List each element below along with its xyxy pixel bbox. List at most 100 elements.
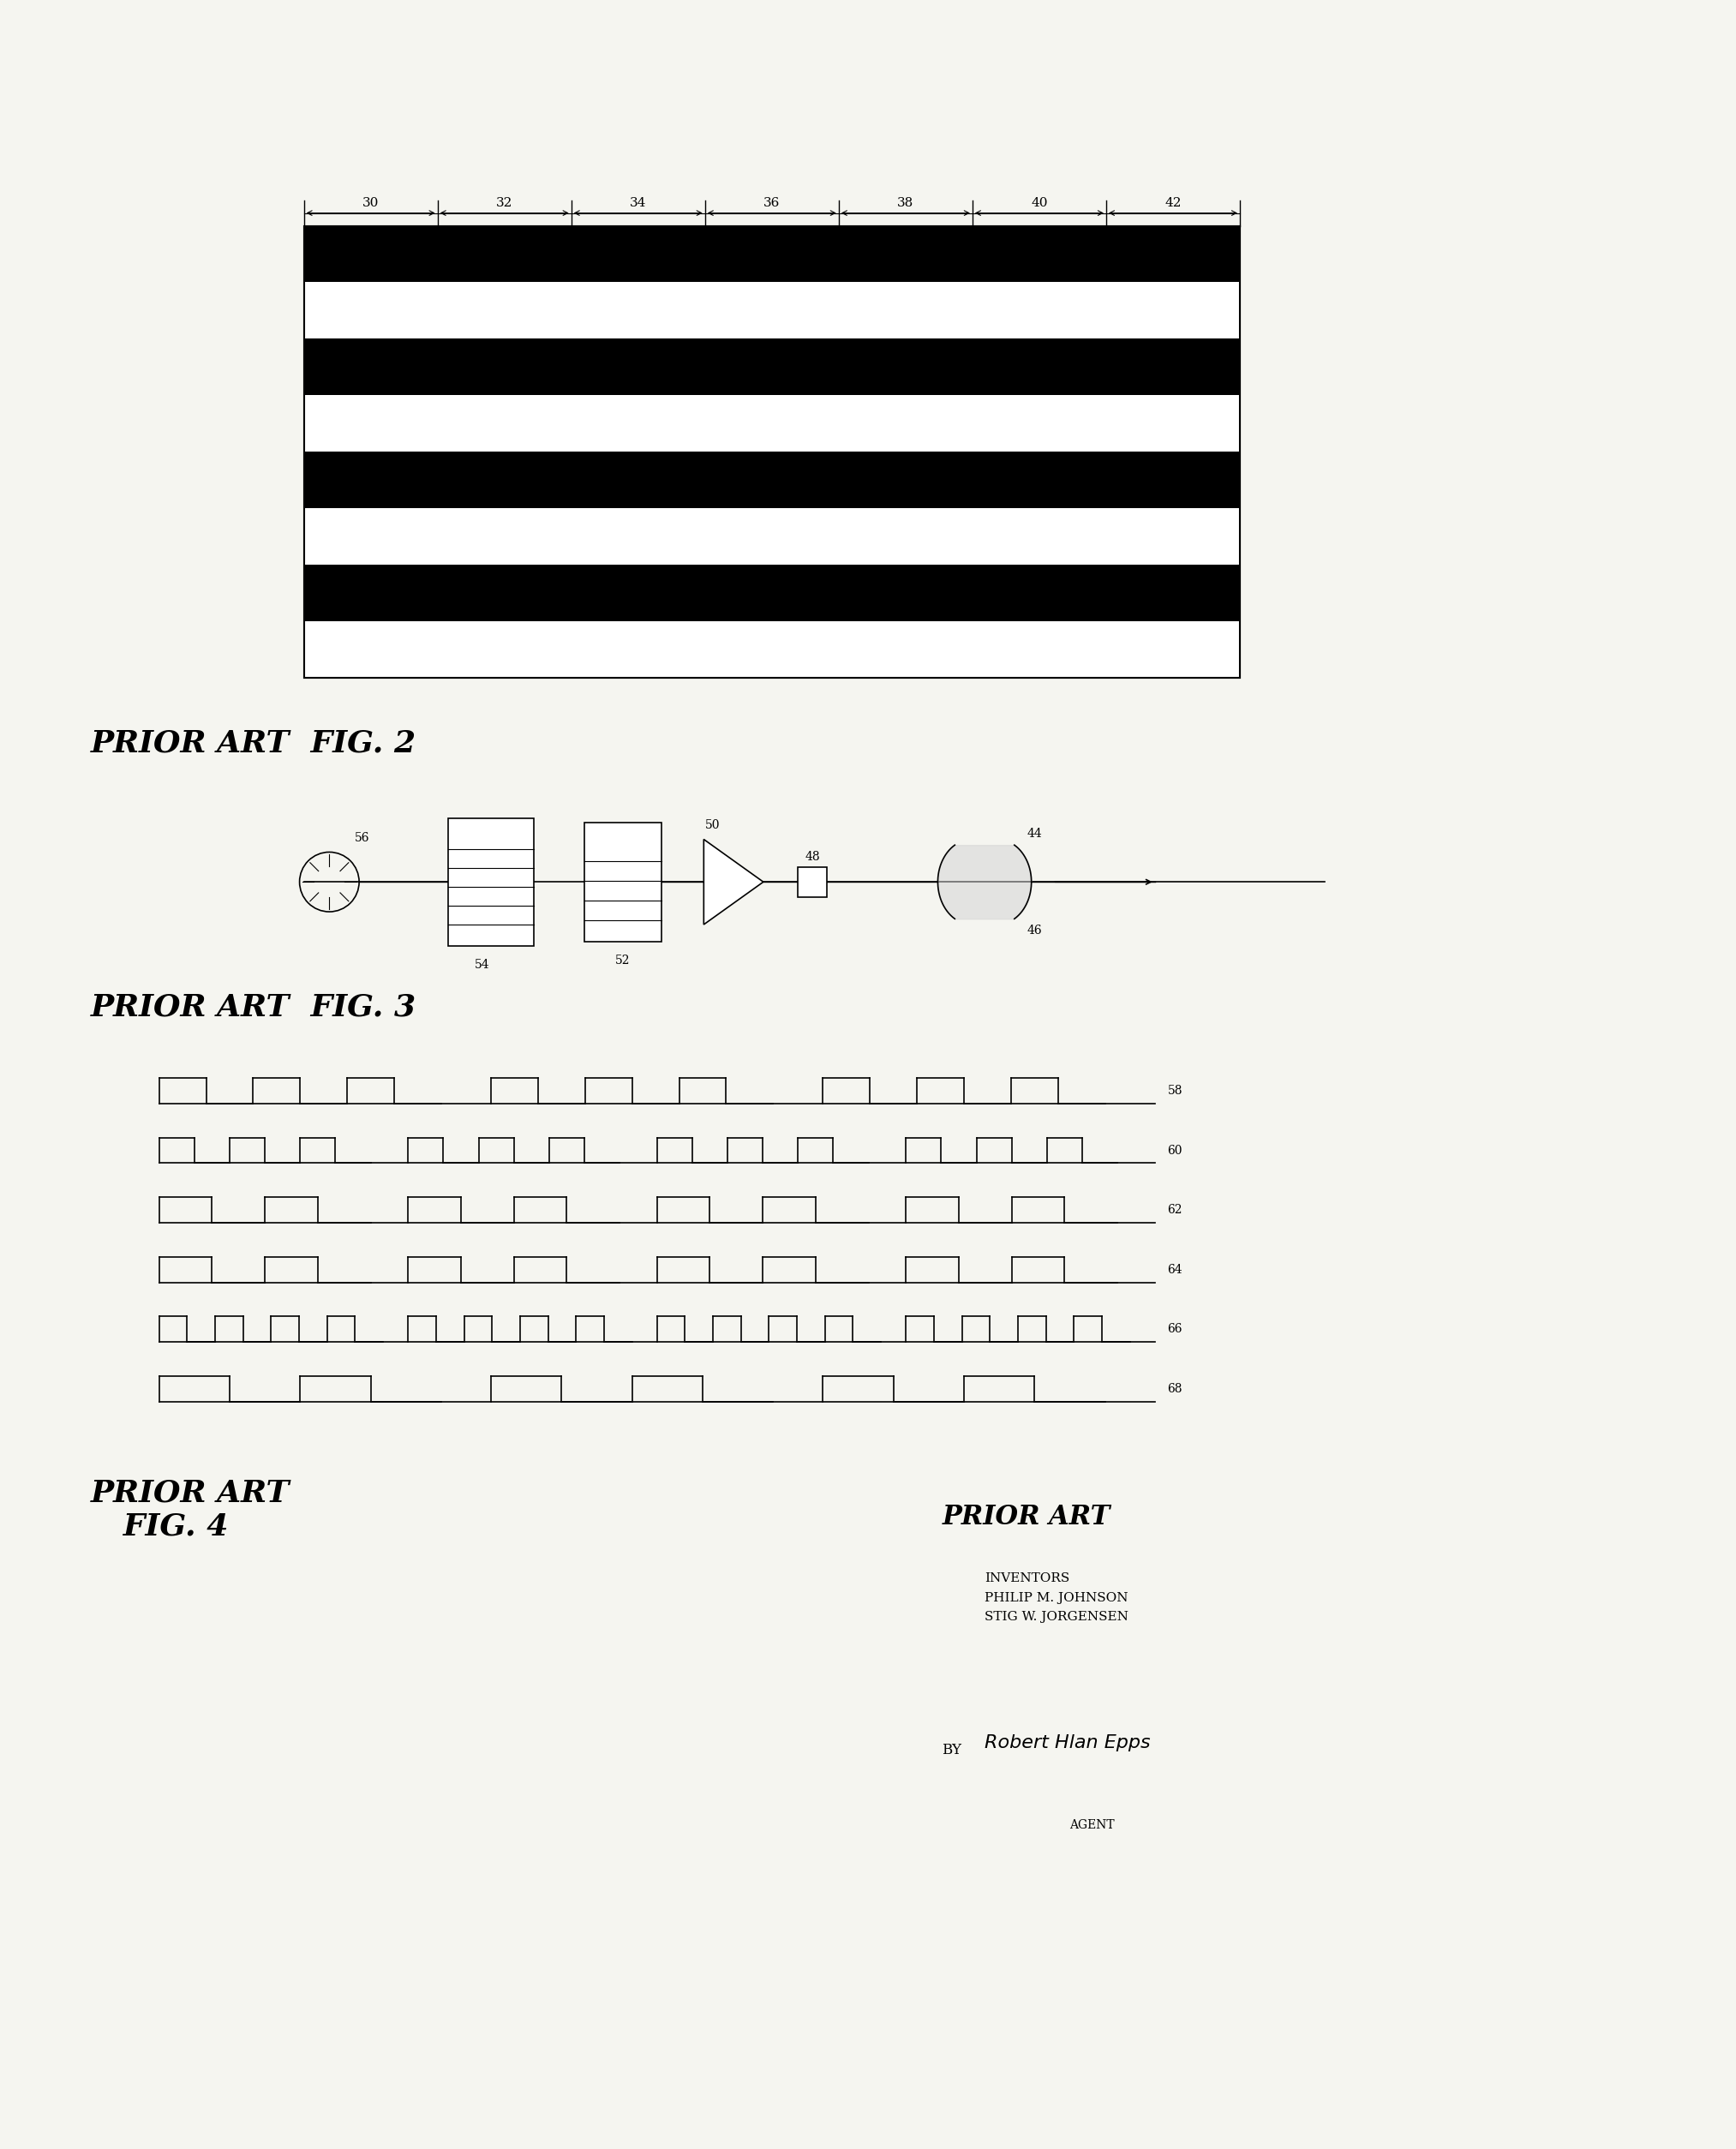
Bar bbox=[838, 494, 972, 496]
Bar bbox=[838, 578, 972, 582]
Bar bbox=[838, 417, 972, 419]
Bar bbox=[838, 243, 972, 247]
Text: PRIOR ART  FIG. 3: PRIOR ART FIG. 3 bbox=[90, 993, 417, 1021]
Bar bbox=[437, 282, 571, 309]
Bar bbox=[571, 438, 705, 451]
Bar bbox=[705, 507, 838, 516]
Bar bbox=[838, 236, 972, 241]
Bar bbox=[571, 367, 705, 380]
Bar bbox=[571, 324, 705, 340]
Bar bbox=[437, 309, 571, 340]
Bar bbox=[838, 501, 972, 505]
Bar bbox=[571, 282, 705, 297]
Bar bbox=[838, 254, 972, 258]
Bar bbox=[705, 643, 838, 649]
Bar bbox=[705, 557, 838, 565]
Bar bbox=[448, 819, 533, 946]
Bar bbox=[838, 430, 972, 434]
Bar bbox=[838, 301, 972, 303]
Text: 54: 54 bbox=[476, 958, 490, 971]
Bar bbox=[838, 604, 972, 606]
Bar bbox=[437, 649, 571, 677]
Bar bbox=[838, 529, 972, 533]
Bar bbox=[838, 230, 972, 232]
Bar bbox=[838, 241, 972, 243]
Bar bbox=[838, 550, 972, 554]
Bar bbox=[838, 363, 972, 367]
Bar bbox=[838, 625, 972, 628]
Bar bbox=[705, 318, 838, 324]
Bar bbox=[571, 423, 705, 438]
Bar bbox=[838, 286, 972, 290]
Bar bbox=[838, 247, 972, 251]
Bar bbox=[838, 522, 972, 527]
Bar bbox=[838, 561, 972, 565]
Bar bbox=[838, 279, 972, 282]
Bar bbox=[838, 615, 972, 617]
Text: 58: 58 bbox=[1168, 1085, 1182, 1096]
Bar bbox=[838, 565, 972, 567]
Bar bbox=[437, 423, 571, 451]
Bar bbox=[571, 507, 705, 522]
Bar bbox=[838, 593, 972, 595]
Bar bbox=[571, 466, 705, 479]
Bar bbox=[838, 385, 972, 389]
Bar bbox=[838, 649, 972, 653]
Text: 60: 60 bbox=[1168, 1143, 1182, 1156]
Bar bbox=[838, 357, 972, 359]
Bar bbox=[838, 309, 972, 314]
Bar bbox=[705, 451, 838, 458]
Text: 46: 46 bbox=[1028, 924, 1042, 937]
Bar bbox=[838, 544, 972, 546]
Bar bbox=[705, 374, 838, 380]
Bar bbox=[705, 628, 838, 636]
Bar bbox=[705, 615, 838, 621]
Bar bbox=[571, 621, 705, 636]
Bar bbox=[838, 282, 972, 286]
Bar bbox=[705, 438, 838, 445]
Text: 42: 42 bbox=[1165, 198, 1182, 208]
Bar bbox=[838, 419, 972, 423]
Bar bbox=[571, 408, 705, 423]
Bar bbox=[838, 380, 972, 385]
Bar bbox=[304, 565, 437, 621]
Bar bbox=[838, 449, 972, 451]
Bar bbox=[838, 554, 972, 557]
Bar bbox=[838, 340, 972, 342]
Bar bbox=[838, 589, 972, 593]
Bar bbox=[705, 529, 838, 537]
Bar bbox=[705, 479, 838, 488]
Bar bbox=[838, 318, 972, 320]
Text: 68: 68 bbox=[1168, 1384, 1182, 1395]
Bar bbox=[838, 587, 972, 589]
Bar bbox=[705, 309, 838, 318]
Bar bbox=[304, 507, 437, 565]
Bar bbox=[838, 600, 972, 604]
Bar bbox=[705, 537, 838, 544]
Bar bbox=[705, 408, 838, 417]
Bar bbox=[838, 664, 972, 666]
Text: 64: 64 bbox=[1168, 1264, 1182, 1277]
Bar bbox=[705, 445, 838, 451]
Bar bbox=[838, 395, 972, 400]
Bar bbox=[838, 269, 972, 271]
Bar bbox=[705, 655, 838, 664]
Bar bbox=[705, 458, 838, 466]
Bar bbox=[705, 430, 838, 438]
Bar bbox=[838, 582, 972, 587]
Bar bbox=[571, 451, 705, 466]
Text: 32: 32 bbox=[496, 198, 512, 208]
Bar bbox=[705, 324, 838, 331]
Bar bbox=[705, 367, 838, 374]
Bar bbox=[571, 606, 705, 621]
Bar bbox=[705, 331, 838, 340]
Bar bbox=[838, 490, 972, 494]
Bar bbox=[838, 567, 972, 572]
Bar bbox=[705, 593, 838, 600]
Bar bbox=[838, 406, 972, 408]
Bar bbox=[437, 451, 571, 479]
Bar bbox=[838, 260, 972, 264]
Bar bbox=[705, 494, 838, 501]
Bar bbox=[838, 496, 972, 501]
Bar bbox=[304, 340, 437, 395]
